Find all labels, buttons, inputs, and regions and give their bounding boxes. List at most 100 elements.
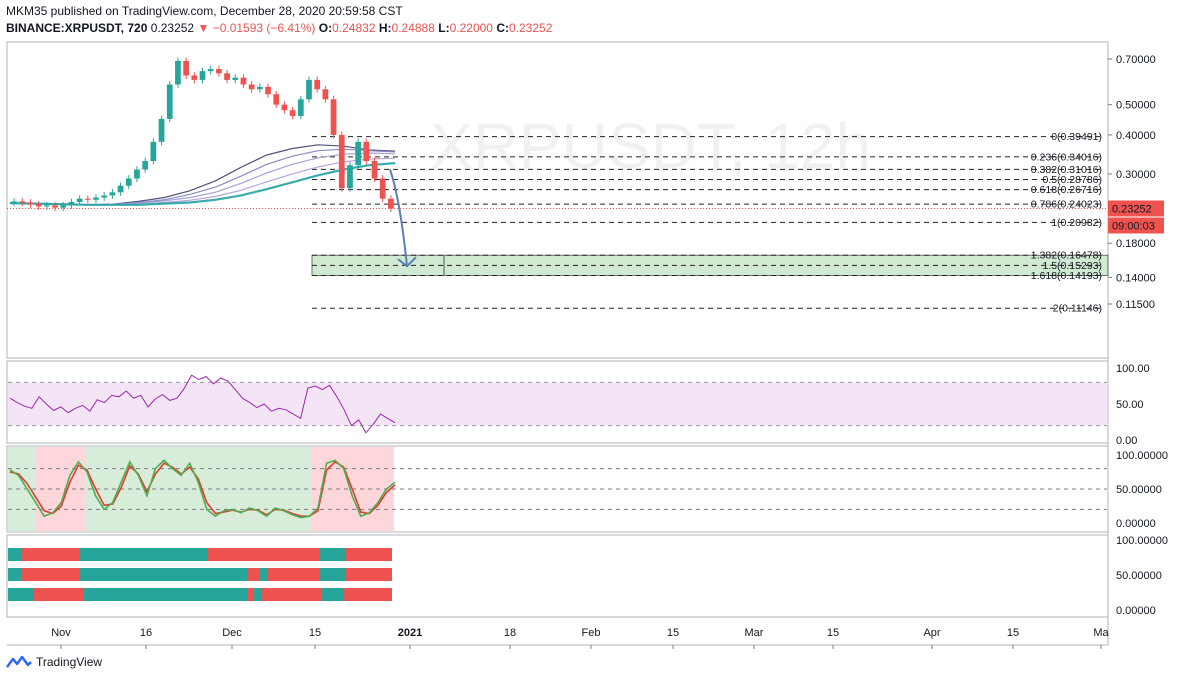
fib-level-label: 0(0.39491) xyxy=(1051,131,1102,143)
candle-body xyxy=(265,86,271,95)
symbol-watermark: XRPUSDT, 12h xyxy=(430,110,871,182)
rsi-tick-label: 0.00 xyxy=(1116,435,1137,447)
down-arrow-icon: ▼ xyxy=(197,21,210,35)
candle-body xyxy=(338,134,345,189)
ema-line xyxy=(9,152,396,206)
time-tick-label: Apr xyxy=(923,627,940,639)
last-price-badge xyxy=(1108,200,1164,217)
trend-bar-segment xyxy=(84,588,247,601)
rsi-band xyxy=(8,382,1107,426)
trend-bar-segment xyxy=(320,568,346,581)
candle-body xyxy=(314,79,321,90)
candle-body xyxy=(142,161,149,170)
trend-bar-segment xyxy=(247,588,253,601)
candle-body xyxy=(93,197,99,200)
fib-level-label: 1(0.20982) xyxy=(1051,217,1102,229)
stoch-k-line xyxy=(9,459,396,519)
fib-level-label: 0.618(0.26716) xyxy=(1031,184,1102,196)
candle-body xyxy=(43,205,50,207)
projection-arrow-head xyxy=(397,256,417,268)
ema-line xyxy=(9,148,396,206)
candle-body xyxy=(379,178,386,199)
candle-body xyxy=(363,141,370,162)
trend-bar-segment xyxy=(34,588,84,601)
time-tick-label: 15 xyxy=(309,627,321,639)
symbol-name[interactable]: BINANCE:XRPUSDT, 720 xyxy=(6,21,148,35)
candle-body xyxy=(191,75,198,80)
open-label: O: xyxy=(318,21,333,35)
fib-level-label: 1.382(0.16478) xyxy=(1031,250,1102,262)
time-tick-label: Mar xyxy=(745,627,764,639)
publish-info: MKM35 published on TradingView.com, Dece… xyxy=(6,4,403,18)
candle-body xyxy=(84,198,91,200)
candle-body xyxy=(60,205,67,208)
time-tick-label: 18 xyxy=(504,627,516,639)
candle-body xyxy=(207,69,214,72)
candle-body xyxy=(281,104,288,111)
candle-body xyxy=(27,202,34,205)
stoch-tick-label: 50.00000 xyxy=(1116,484,1162,496)
bars-tick-label: 0.00000 xyxy=(1116,605,1156,617)
stoch-d-line xyxy=(9,460,396,518)
low-value: 0.22000 xyxy=(449,21,493,35)
candle-body xyxy=(216,69,222,74)
stoch-tick-label: 0.00000 xyxy=(1116,518,1156,530)
bars-tick-label: 50.00000 xyxy=(1116,570,1162,582)
time-tick-label: Nov xyxy=(51,627,71,639)
candle-body xyxy=(150,141,157,162)
candle-body xyxy=(125,178,132,186)
high-value: 0.24888 xyxy=(391,21,435,35)
candle-body xyxy=(117,185,124,193)
price-tick-label: 0.14000 xyxy=(1116,272,1156,284)
candle-body xyxy=(289,110,296,116)
price-tick-label: 0.11500 xyxy=(1116,299,1155,311)
trend-bar-segment xyxy=(8,588,34,601)
candle-body xyxy=(175,60,181,85)
projection-arrow xyxy=(389,169,408,267)
time-tick-label: 15 xyxy=(667,627,679,639)
candle-body xyxy=(134,169,140,179)
trend-bar-segment xyxy=(346,568,392,581)
trend-bar-segment xyxy=(346,548,392,561)
trend-bar-segment xyxy=(80,548,207,561)
candle-body xyxy=(166,84,173,119)
candle-body xyxy=(322,89,329,100)
ema-line xyxy=(9,144,396,206)
candle-body xyxy=(224,73,230,80)
stoch-tick-label: 100.00000 xyxy=(1116,450,1168,462)
close-value: 0.23252 xyxy=(509,21,553,35)
rsi-tick-label: 100.00 xyxy=(1116,363,1150,375)
fib-level-label: 0.236(0.34016) xyxy=(1031,151,1102,163)
trend-bars-panel xyxy=(8,548,392,601)
close-label: C: xyxy=(496,21,509,35)
tradingview-brand[interactable]: TradingView xyxy=(6,655,102,669)
trend-bar-segment xyxy=(247,568,259,581)
panel-frames xyxy=(6,41,1109,646)
trend-bar-segment xyxy=(253,588,262,601)
fib-level-label: 0.786(0.24023) xyxy=(1031,199,1102,211)
trend-bar-segment xyxy=(32,568,80,581)
candle-body xyxy=(248,84,255,90)
symbol-ohlc-legend: BINANCE:XRPUSDT, 720 0.23252 ▼ −0.01593 … xyxy=(6,21,552,35)
price-change: −0.01593 (−6.41%) xyxy=(212,21,316,35)
trend-bar-segment xyxy=(262,588,322,601)
trend-bar-segment xyxy=(320,548,346,561)
price-panel: 0(0.39491)0.236(0.34016)0.382(0.31016)0.… xyxy=(7,57,1109,315)
tradingview-logo-icon xyxy=(6,655,32,668)
candle-body xyxy=(330,99,337,135)
candle-body xyxy=(306,79,312,100)
price-tick-label: 0.18000 xyxy=(1116,238,1156,250)
time-tick-label: Dec xyxy=(222,627,242,639)
stochastic-panel xyxy=(8,447,1107,531)
candle-body xyxy=(297,99,304,116)
candle-body xyxy=(355,141,362,166)
rsi-panel xyxy=(8,374,1107,434)
price-tick-label: 0.70000 xyxy=(1116,54,1156,66)
high-label: H: xyxy=(378,21,392,35)
time-tick-label: 15 xyxy=(1007,627,1019,639)
price-tick-label: 0.50000 xyxy=(1116,100,1156,112)
time-tick-label: 2021 xyxy=(398,627,422,639)
candle-body xyxy=(11,201,17,203)
candle-body xyxy=(35,204,42,207)
